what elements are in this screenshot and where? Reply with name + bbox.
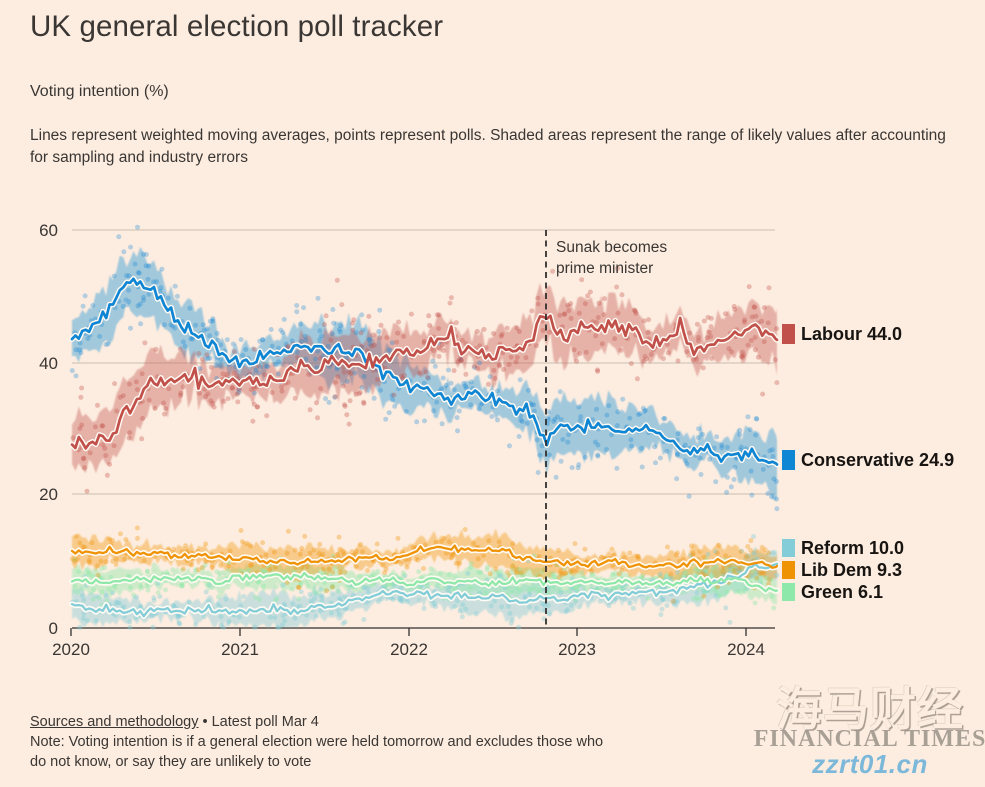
svg-text:2023: 2023 bbox=[558, 640, 596, 659]
svg-text:40: 40 bbox=[39, 354, 58, 373]
svg-text:Labour 44.0: Labour 44.0 bbox=[801, 324, 902, 344]
svg-text:0: 0 bbox=[49, 619, 58, 638]
svg-text:2020: 2020 bbox=[52, 640, 90, 659]
svg-text:Sunak becomes: Sunak becomes bbox=[556, 239, 667, 256]
svg-text:2022: 2022 bbox=[390, 640, 428, 659]
svg-text:Reform 10.0: Reform 10.0 bbox=[801, 538, 904, 558]
svg-text:Conservative 24.9: Conservative 24.9 bbox=[801, 450, 954, 470]
svg-text:60: 60 bbox=[39, 221, 58, 240]
svg-text:Green 6.1: Green 6.1 bbox=[801, 582, 883, 602]
svg-text:2021: 2021 bbox=[221, 640, 259, 659]
svg-text:20: 20 bbox=[39, 485, 58, 504]
svg-text:prime minister: prime minister bbox=[556, 260, 653, 277]
svg-text:2024: 2024 bbox=[727, 640, 765, 659]
svg-text:Lib Dem 9.3: Lib Dem 9.3 bbox=[801, 560, 902, 580]
